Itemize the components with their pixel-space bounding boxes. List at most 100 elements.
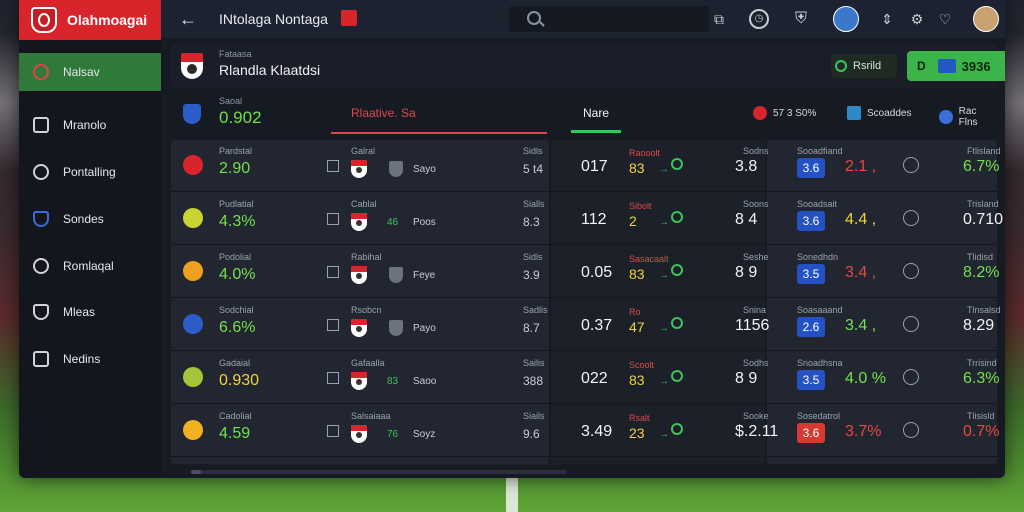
odds-tag[interactable]: 2.6	[797, 317, 825, 337]
odds-label: Snoadhsna	[797, 358, 843, 368]
checkbox-icon[interactable]	[327, 266, 339, 278]
odds-panel	[767, 140, 997, 464]
odds-tag[interactable]: 3.6	[797, 423, 825, 443]
table-row[interactable]: Pudlatial 4.3% Cablal 46 Poos Sialls 8.3…	[171, 193, 1003, 245]
status-chip[interactable]: Rsrild	[831, 54, 897, 78]
score-sub: 83	[629, 266, 645, 282]
final-label: Tlidisd	[967, 252, 994, 262]
odds-tag[interactable]: 3.5	[797, 370, 825, 390]
settings-icon[interactable]	[903, 210, 919, 226]
heart-icon[interactable]: ♡	[938, 11, 952, 27]
chip-scoaddes[interactable]: Scoaddes	[847, 106, 911, 120]
chip-rac-flns[interactable]: Rac Flns	[939, 106, 997, 128]
checkbox-icon[interactable]	[327, 213, 339, 225]
score-chip[interactable]: D 3936	[907, 51, 1005, 81]
right-value: 388	[523, 374, 544, 388]
back-arrow-icon[interactable]: ←	[179, 9, 197, 29]
table-row[interactable]: Sodchial 6.6% Rsobcn Payo Sadlis 8.7 0.3…	[171, 299, 1001, 351]
final-label: Tlnsalsd	[967, 305, 1001, 315]
scroll-thumb[interactable]	[191, 470, 201, 474]
top-bar: Olahmoagai ← INtolaga Nontaga ⧉ ◷ ⛨ ⇕ ⚙ …	[19, 0, 1005, 40]
ball-icon	[671, 264, 683, 276]
odds-tag[interactable]: 3.5	[797, 264, 825, 284]
right-value: 3.9	[523, 268, 540, 282]
sidebar-item-romlaqal[interactable]: Romlaqal	[19, 247, 161, 285]
chip-label: Rac Flns	[958, 106, 978, 128]
stat-label: Gadaial	[219, 358, 251, 368]
score-side-label: Sodns	[743, 146, 769, 156]
tab-relative-indicator	[331, 132, 547, 134]
checkbox-icon[interactable]	[327, 160, 339, 172]
team-avatar[interactable]	[833, 6, 859, 32]
team-name: Poos	[413, 217, 436, 228]
settings-icon[interactable]	[903, 263, 919, 279]
team-label: Cablal	[351, 199, 377, 209]
right-value: 9.6	[523, 427, 540, 441]
match-score: 0.05	[581, 264, 613, 281]
tab-relative[interactable]: Rlaative. Sa	[351, 106, 416, 120]
settings-icon[interactable]	[903, 422, 919, 438]
play-icon: D	[917, 59, 926, 73]
match-name: Rlandla Klaatdsi	[219, 62, 321, 78]
sidebar-item-mranolo[interactable]: Mranolo	[19, 106, 161, 144]
gear-icon[interactable]: ⚙	[910, 11, 924, 27]
score-side: 8 9	[735, 370, 758, 387]
score-side: 8 9	[735, 264, 758, 281]
stat-label: Pudlatial	[219, 199, 254, 209]
settings-icon[interactable]	[903, 157, 919, 173]
sidebar-item-mleas[interactable]: Mleas	[19, 293, 161, 331]
ball-icon	[671, 158, 683, 170]
score-sub: 83	[629, 372, 645, 388]
sidebar-item-nalsav[interactable]: Nalsav	[19, 53, 161, 91]
sidebar-item-sondes[interactable]: Sondes	[19, 200, 161, 238]
search-box[interactable]	[509, 6, 709, 32]
settings-icon[interactable]	[903, 316, 919, 332]
score-side: 8 4	[735, 211, 758, 228]
message-icon	[33, 351, 49, 367]
table-row[interactable]: Pardstal 2.90 Galral Sayo Sidls 5 t4 017…	[171, 140, 1001, 192]
team-crest-icon	[351, 372, 367, 390]
app-window: Olahmoagai ← INtolaga Nontaga ⧉ ◷ ⛨ ⇕ ⚙ …	[19, 0, 1005, 478]
odds-tag[interactable]: 3.6	[797, 211, 825, 231]
match-header: Fataasa Rlandla Klaatdsi Rsrild D 3936	[171, 44, 1005, 88]
right-label: Sidls	[523, 252, 543, 262]
team-label: Rabihal	[351, 252, 382, 262]
score-label: Raooolt	[629, 148, 661, 158]
table-row[interactable]: Cadolial 4.59 Salsaiaaa 76 Soyz Siails 9…	[171, 405, 999, 457]
table-row[interactable]: Gadaial 0.930 Gafaalla 83 Saoo Sailis 38…	[171, 352, 999, 404]
team-name: Payo	[413, 323, 436, 334]
team-label: Galral	[351, 146, 376, 156]
sidebar-item-label: Pontalling	[63, 165, 116, 179]
tab-live[interactable]: Nare	[583, 106, 610, 120]
team-score: 83	[387, 376, 399, 387]
sidebar-item-label: Mranolo	[63, 118, 107, 132]
arrow-icon: →	[659, 429, 669, 440]
odds-value: 3.4 ,	[845, 317, 877, 334]
horizontal-scrollbar[interactable]	[191, 470, 567, 474]
chip-odds[interactable]: 57 3 S0%	[753, 106, 816, 120]
ball-icon	[671, 317, 683, 329]
score-sub: 23	[629, 425, 645, 441]
team-crest-icon	[181, 53, 203, 79]
sidebar-item-pontalling[interactable]: Pontalling	[19, 153, 161, 191]
brand[interactable]: Olahmoagai	[19, 0, 161, 40]
checkbox-icon[interactable]	[327, 425, 339, 437]
odds-tag[interactable]: 3.6	[797, 158, 825, 178]
settings-icon[interactable]	[903, 369, 919, 385]
sidebar-item-nedins[interactable]: Nedins	[19, 340, 161, 378]
shield-icon	[183, 104, 201, 124]
settings-sliders-icon[interactable]: ⇕	[881, 11, 893, 27]
user-avatar[interactable]	[973, 6, 999, 32]
checkbox-icon[interactable]	[327, 372, 339, 384]
shield-icon[interactable]: ⛨	[794, 10, 807, 27]
flag-icon	[937, 59, 956, 73]
clock-icon[interactable]: ◷	[749, 9, 769, 29]
final-label: Trrisind	[967, 358, 997, 368]
right-label: Siails	[523, 411, 545, 421]
final-label: Ftlisland	[967, 146, 1001, 156]
checkbox-icon[interactable]	[327, 319, 339, 331]
target-icon	[33, 64, 49, 80]
search-input[interactable]	[549, 10, 703, 30]
table-row[interactable]: Podolial 4.0% Rabihal Feye Sidls 3.9 0.0…	[171, 246, 999, 298]
expand-icon[interactable]: ⧉	[714, 11, 724, 27]
